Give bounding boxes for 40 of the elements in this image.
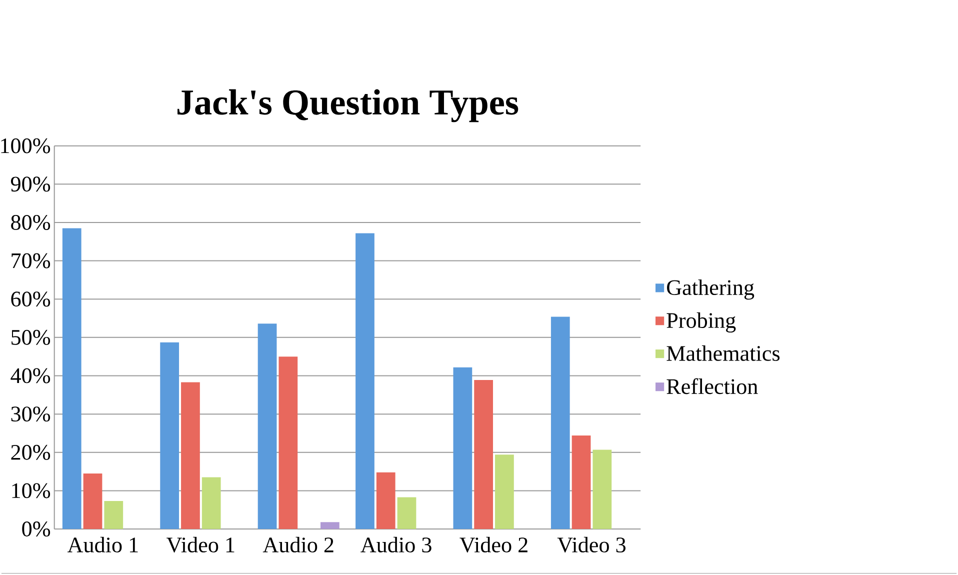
- y-tick-label: 30%: [11, 406, 50, 422]
- bar: [397, 497, 416, 530]
- bar: [62, 228, 82, 530]
- y-tick-label: 40%: [10, 368, 50, 384]
- bar: [104, 501, 124, 530]
- bar: [550, 316, 570, 530]
- bar: [83, 474, 102, 530]
- y-tick-label: 60%: [11, 292, 50, 307]
- x-tick-label: Audio 1: [67, 536, 138, 553]
- bar: [202, 477, 221, 530]
- bar: [495, 454, 514, 530]
- x-tick-label: Video 2: [460, 536, 528, 553]
- bar: [572, 436, 591, 530]
- bar: [160, 342, 180, 530]
- bar: [592, 450, 612, 530]
- legend-label: Mathematics: [666, 345, 780, 362]
- legend-label: Probing: [666, 312, 736, 333]
- x-tick-label: Audio 3: [360, 536, 432, 553]
- y-tick-label: 50%: [12, 330, 50, 346]
- x-tick-label: Video 1: [166, 536, 234, 553]
- x-tick-label: Audio 2: [262, 536, 334, 553]
- bar: [356, 233, 374, 530]
- bar: [278, 356, 298, 530]
- y-tick-label: 100%: [1, 138, 50, 154]
- y-tick-label: 80%: [11, 215, 50, 230]
- bar: [453, 367, 472, 530]
- legend-label: Reflection: [666, 378, 758, 394]
- bar: [258, 324, 277, 530]
- bar: [474, 380, 494, 530]
- y-tick-label: 70%: [12, 253, 50, 268]
- y-tick-label: 10%: [12, 483, 50, 498]
- legend-label: Gathering: [667, 280, 754, 300]
- bar: [320, 522, 340, 530]
- bar: [376, 472, 396, 530]
- y-tick-label: 20%: [11, 445, 50, 460]
- y-tick-label: 0%: [22, 522, 50, 537]
- y-tick-label: 90%: [10, 176, 50, 192]
- x-tick-label: Video 3: [557, 536, 626, 553]
- chart-title: Jack's Question Types: [178, 89, 518, 122]
- bar: [181, 382, 200, 530]
